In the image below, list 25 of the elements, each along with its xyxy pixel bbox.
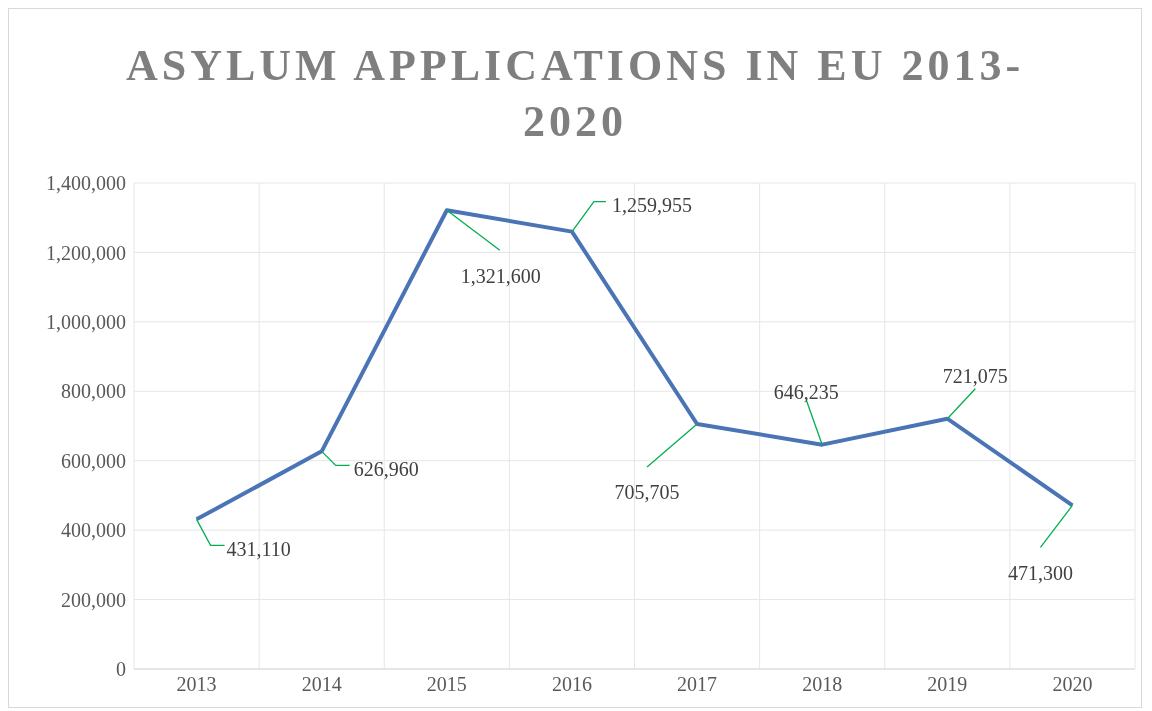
x-tick-label: 2014 xyxy=(301,673,342,696)
data-label: 646,235 xyxy=(773,381,839,404)
y-tick-label: 200,000 xyxy=(61,588,126,611)
x-tick-label: 2018 xyxy=(802,673,843,696)
y-tick-label: 800,000 xyxy=(61,380,126,403)
data-label: 721,075 xyxy=(942,365,1008,388)
data-label: 626,960 xyxy=(353,457,419,480)
data-label: 471,300 xyxy=(1007,561,1073,584)
data-label: 431,110 xyxy=(226,537,291,560)
data-label: 1,259,955 xyxy=(611,194,692,217)
x-tick-label: 2016 xyxy=(551,673,592,696)
data-label: 705,705 xyxy=(614,480,680,503)
x-tick-label: 2015 xyxy=(426,673,467,696)
y-tick-label: 0 xyxy=(116,658,126,681)
data-label: 1,321,600 xyxy=(460,264,541,287)
y-tick-label: 600,000 xyxy=(61,449,126,472)
y-tick-label: 1,200,000 xyxy=(46,241,126,264)
x-tick-label: 2017 xyxy=(677,673,718,696)
y-tick-label: 1,000,000 xyxy=(46,310,126,333)
x-tick-label: 2019 xyxy=(927,673,968,696)
y-tick-label: 1,400,000 xyxy=(46,172,126,195)
x-tick-label: 2020 xyxy=(1052,673,1093,696)
chart-title: ASYLUM APPLICATIONS IN EU 2013-2020 xyxy=(125,40,1025,148)
y-tick-label: 400,000 xyxy=(61,519,126,542)
x-tick-label: 2013 xyxy=(176,673,217,696)
